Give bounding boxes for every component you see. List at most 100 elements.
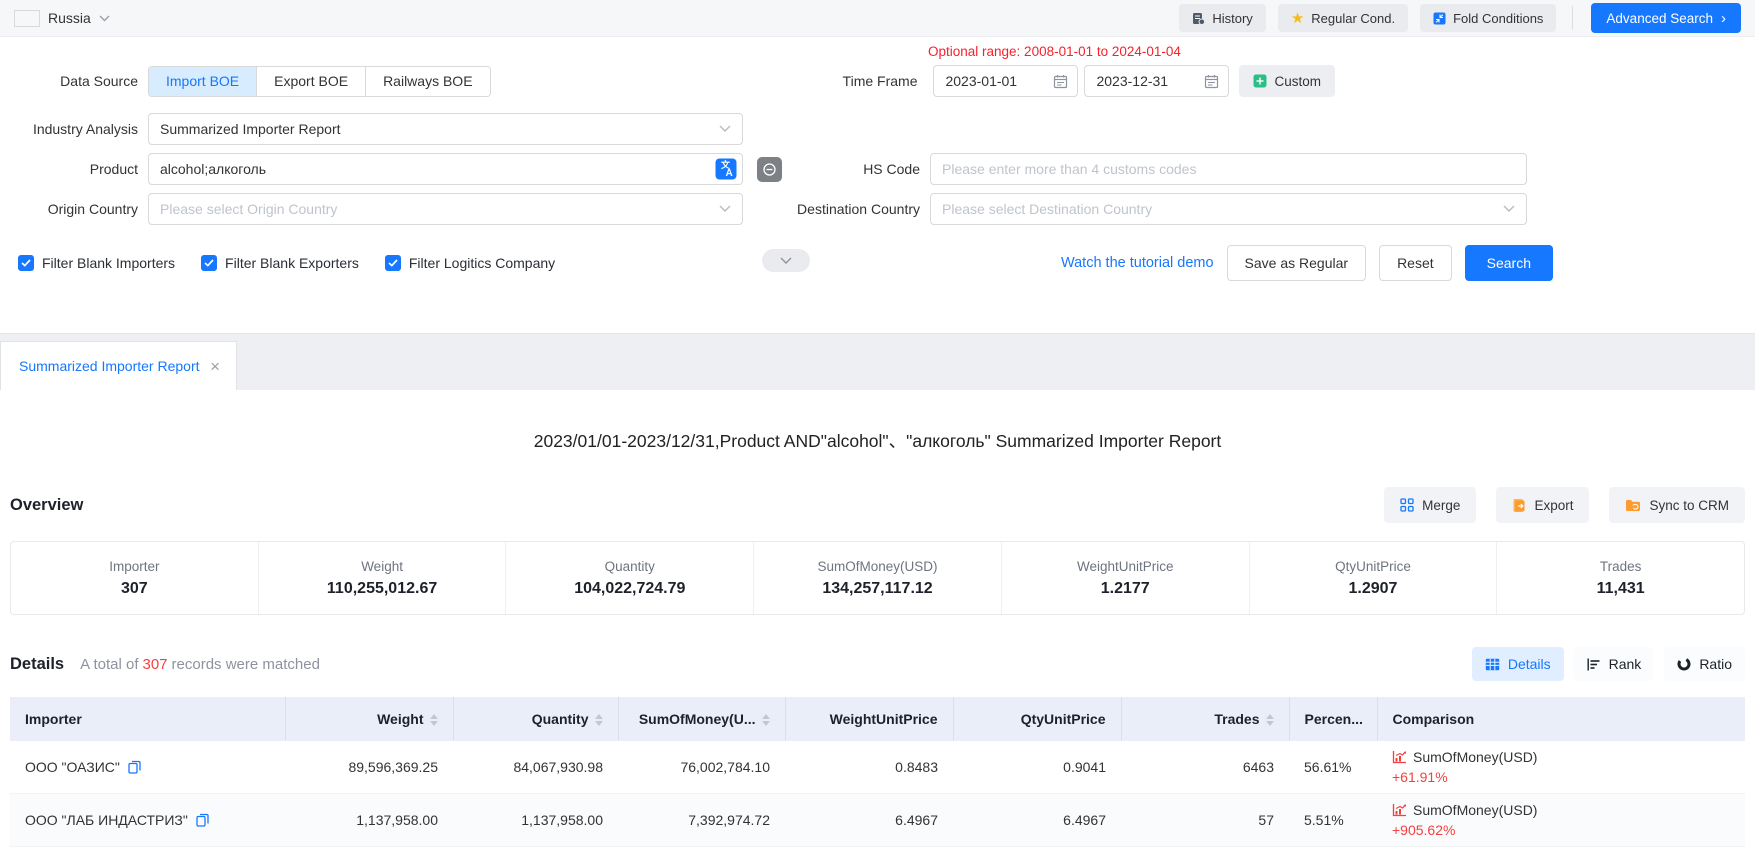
export-button[interactable]: Export	[1496, 487, 1589, 523]
product-label: Product	[0, 161, 148, 177]
percent-cell: 5.51%	[1289, 794, 1377, 847]
merge-button[interactable]: Merge	[1384, 487, 1476, 523]
topbar-actions: History ★ Regular Cond. Fold Conditions …	[1167, 3, 1741, 33]
regular-cond-button[interactable]: ★ Regular Cond.	[1278, 4, 1408, 32]
quantity-cell: 84,067,930.98	[453, 741, 618, 794]
view-rank-button[interactable]: Rank	[1574, 647, 1655, 681]
hs-code-input[interactable]	[930, 153, 1527, 185]
industry-analysis-label: Industry Analysis	[0, 121, 148, 137]
sort-icon[interactable]	[595, 714, 603, 726]
match-prefix: A total of	[80, 656, 138, 673]
advanced-search-button[interactable]: Advanced Search ›	[1591, 3, 1741, 33]
chevron-down-icon	[719, 205, 731, 213]
destination-country-placeholder: Please select Destination Country	[942, 201, 1503, 217]
reset-button[interactable]: Reset	[1379, 245, 1452, 281]
country-selector[interactable]: Russia	[14, 10, 110, 27]
comparison-cell: SumOfMoney(USD) +61.91%	[1377, 741, 1745, 794]
destination-country-select[interactable]: Please select Destination Country	[930, 193, 1527, 225]
stat-value: 104,022,724.79	[574, 580, 685, 598]
col-sum-of-money[interactable]: SumOfMoney(U...	[618, 697, 785, 741]
comparison-cell: SumOfMoney(USD) +905.62%	[1377, 794, 1745, 847]
merge-label: Merge	[1422, 498, 1460, 513]
overview-header: Overview Merge Export Sync to CRM	[0, 487, 1755, 523]
history-icon	[1192, 12, 1205, 25]
col-importer: Importer	[10, 697, 285, 741]
industry-analysis-select[interactable]: Summarized Importer Report	[148, 113, 743, 145]
save-as-regular-button[interactable]: Save as Regular	[1227, 245, 1367, 281]
sync-to-crm-button[interactable]: Sync to CRM	[1609, 487, 1745, 523]
tab-railways-boe[interactable]: Railways BOE	[365, 67, 489, 96]
view-switcher: Details Rank Ratio	[1472, 647, 1745, 681]
regular-cond-label: Regular Cond.	[1311, 11, 1395, 26]
fold-icon	[1433, 12, 1446, 25]
search-form: Optional range: 2008-01-01 to 2024-01-04…	[0, 37, 1755, 306]
history-label: History	[1212, 11, 1252, 26]
chevron-down-icon	[99, 15, 110, 22]
hs-code-label: HS Code	[863, 161, 930, 177]
collapse-conditions-toggle[interactable]	[762, 249, 810, 272]
stat-value: 134,257,117.12	[822, 580, 932, 598]
fold-conditions-button[interactable]: Fold Conditions	[1420, 4, 1556, 32]
table-header-row: Importer Weight Quantity SumOfMoney(U...…	[10, 697, 1745, 741]
sort-icon[interactable]	[1266, 714, 1274, 726]
search-button[interactable]: Search	[1465, 245, 1553, 281]
percent-cell: 56.61%	[1289, 741, 1377, 794]
match-count: 307	[138, 656, 171, 673]
industry-row: Industry Analysis Summarized Importer Re…	[0, 113, 1755, 145]
result-tab-title: Summarized Importer Report	[19, 358, 200, 374]
copy-icon[interactable]	[196, 813, 209, 827]
date-from-input[interactable]: 2023-01-01	[933, 65, 1078, 97]
col-percent: Percen...	[1289, 697, 1377, 741]
star-icon: ★	[1291, 11, 1304, 26]
history-button[interactable]: History	[1179, 4, 1265, 32]
details-table-icon	[1485, 658, 1500, 671]
tab-summarized-importer-report[interactable]: Summarized Importer Report ×	[0, 341, 237, 390]
report-title: 2023/01/01-2023/12/31,Product AND"alcoho…	[0, 428, 1755, 453]
trend-chart-icon	[1392, 750, 1407, 764]
comparison-metric: SumOfMoney(USD)	[1413, 800, 1537, 820]
col-weight-unit-price: WeightUnitPrice	[785, 697, 953, 741]
tab-import-boe[interactable]: Import BOE	[149, 67, 256, 96]
filter-blank-importers-checkbox[interactable]: Filter Blank Importers	[18, 255, 175, 271]
qty-unit-price-cell: 6.4967	[953, 794, 1121, 847]
stat-value: 110,255,012.67	[327, 580, 437, 598]
advanced-search-label: Advanced Search	[1606, 11, 1713, 26]
data-source-tabs: Import BOE Export BOE Railways BOE	[148, 66, 491, 97]
custom-range-button[interactable]: Custom	[1239, 65, 1335, 97]
tab-export-boe[interactable]: Export BOE	[256, 67, 365, 96]
translate-icon[interactable]: 文A	[715, 158, 737, 180]
weight-cell: 1,137,958.00	[285, 794, 453, 847]
qty-unit-price-cell: 0.9041	[953, 741, 1121, 794]
form-actions: Watch the tutorial demo Save as Regular …	[1061, 245, 1553, 281]
sort-icon[interactable]	[430, 714, 438, 726]
col-quantity[interactable]: Quantity	[453, 697, 618, 741]
filter-blank-exporters-checkbox[interactable]: Filter Blank Exporters	[201, 255, 359, 271]
view-ratio-button[interactable]: Ratio	[1664, 647, 1745, 681]
details-header: Details A total of307records were matche…	[0, 647, 1755, 681]
stat-value: 307	[121, 580, 148, 598]
origin-country-select[interactable]: Please select Origin Country	[148, 193, 743, 225]
date-to-input[interactable]: 2023-12-31	[1084, 65, 1229, 97]
weight-unit-price-cell: 6.4967	[785, 794, 953, 847]
view-rank-label: Rank	[1609, 656, 1642, 672]
filter-logitics-company-checkbox[interactable]: Filter Logitics Company	[385, 255, 555, 271]
sort-icon[interactable]	[762, 714, 770, 726]
col-weight[interactable]: Weight	[285, 697, 453, 741]
product-input[interactable]	[148, 153, 743, 185]
tutorial-demo-link[interactable]: Watch the tutorial demo	[1061, 255, 1214, 271]
close-icon[interactable]: ×	[210, 358, 220, 375]
trades-cell: 6463	[1121, 741, 1289, 794]
origin-country-label: Origin Country	[0, 201, 148, 217]
table-row: ООО "ЛАБ ИНДАСТРИЗ" 1,137,958.00 1,137,9…	[10, 794, 1745, 847]
result-tab-strip: Summarized Importer Report ×	[0, 333, 1755, 390]
optional-range-hint: Optional range: 2008-01-01 to 2024-01-04	[928, 44, 1181, 59]
view-details-button[interactable]: Details	[1472, 647, 1564, 681]
quantity-cell: 1,137,958.00	[453, 794, 618, 847]
col-trades[interactable]: Trades	[1121, 697, 1289, 741]
date-from-value: 2023-01-01	[945, 73, 1053, 89]
copy-icon[interactable]	[128, 760, 141, 774]
russia-flag-icon	[14, 10, 40, 27]
product-filter-tool-icon[interactable]	[757, 157, 782, 182]
origin-country-placeholder: Please select Origin Country	[160, 201, 719, 217]
stat-label: QtyUnitPrice	[1335, 559, 1411, 574]
